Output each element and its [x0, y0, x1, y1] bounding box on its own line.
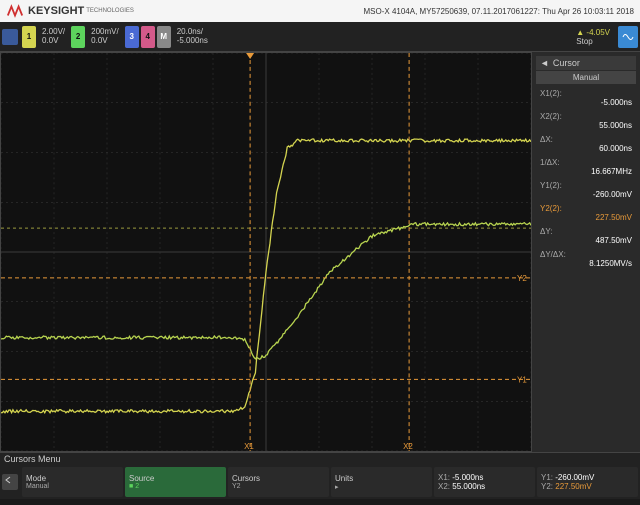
channel-bar: 1 2.00V/ 0.0V 2 200mV/ 0.0V 3 4 M 20.0ns…	[0, 22, 640, 52]
cursor-panel-title[interactable]: ◄ Cursor	[536, 56, 636, 70]
svg-text:X1: X1	[244, 442, 254, 451]
slope-row: ΔY/ΔX:8.1250MV/s	[536, 248, 636, 270]
units-arrow-icon: ▸	[335, 483, 428, 491]
mode-value: Manual	[26, 483, 119, 490]
back-icon[interactable]	[2, 474, 18, 490]
ch4-badge: 4	[141, 26, 155, 48]
cursor-panel: ◄ Cursor Manual X1(2):-5.000ns X2(2):55.…	[532, 52, 640, 452]
keysight-logo-icon	[6, 4, 24, 18]
timebase-delay: -5.000ns	[177, 37, 208, 46]
source-softkey[interactable]: Source ■ 2	[125, 467, 226, 497]
model: MSO-X 4104A,	[364, 7, 418, 16]
channel-4[interactable]: 4	[141, 24, 155, 50]
source-label: Source	[129, 474, 222, 483]
left-arrow-icon: ◄	[540, 58, 549, 68]
grid-overlay: X1 X2 Y1 Y2	[1, 53, 531, 451]
timebase[interactable]: M 20.0ns/ -5.000ns	[157, 24, 212, 50]
ch1-badge: 1	[22, 26, 36, 48]
cursor-mode-tab[interactable]: Manual	[536, 71, 636, 84]
trigger-level: -4.05V	[586, 28, 610, 37]
channel-1[interactable]: 1 2.00V/ 0.0V	[22, 24, 69, 50]
channel-2[interactable]: 2 200mV/ 0.0V	[71, 24, 123, 50]
units-label: Units	[335, 474, 428, 483]
trigger-block[interactable]: ▲ -4.05V Stop	[570, 28, 616, 46]
firmware: 07.11.2017061227:	[472, 7, 540, 16]
ch2-badge: 2	[71, 26, 85, 48]
x2-row: X2(2):55.000ns	[536, 110, 636, 132]
x1-row: X1(2):-5.000ns	[536, 87, 636, 109]
dy-row: ΔY:487.50mV	[536, 225, 636, 247]
serial: MY57250639,	[420, 7, 470, 16]
softkey-bar: Mode Manual Source ■ 2 Cursors Y2 Units …	[0, 465, 640, 499]
waveform-display[interactable]: X1 X2 Y1 Y2	[0, 52, 532, 452]
autoscale-button[interactable]	[618, 26, 638, 48]
cursors-value: Y2	[232, 483, 325, 490]
return-arrow-icon	[2, 474, 14, 486]
svg-text:X2: X2	[403, 442, 413, 451]
brand-sub: TECHNOLOGIES	[86, 8, 134, 14]
cursors-softkey[interactable]: Cursors Y2	[228, 467, 329, 497]
timebase-badge: M	[157, 26, 171, 48]
y-readout: Y1: -260.00mV Y2: 227.50mV	[537, 467, 638, 497]
svg-text:Y1: Y1	[517, 375, 527, 384]
svg-text:Y2: Y2	[517, 274, 527, 283]
cursor-title: Cursor	[553, 58, 580, 68]
x-readout: X1: -5.000ns X2: 55.000ns	[434, 467, 535, 497]
ch1-offset: 0.0V	[42, 37, 65, 46]
ch2-offset: 0.0V	[91, 37, 119, 46]
y1-row: Y1(2):-260.00mV	[536, 179, 636, 201]
ch3-badge: 3	[125, 26, 139, 48]
mode-softkey[interactable]: Mode Manual	[22, 467, 123, 497]
brand-header: KEYSIGHT TECHNOLOGIES MSO-X 4104A, MY572…	[0, 0, 640, 22]
run-status: Stop	[576, 37, 610, 46]
datetime: Thu Apr 26 10:03:11 2018	[542, 7, 634, 16]
y2-row: Y2(2):227.50mV	[536, 202, 636, 224]
cursors-label: Cursors	[232, 474, 325, 483]
dx-row: ΔX:60.000ns	[536, 133, 636, 155]
brand-name: KEYSIGHT	[28, 5, 84, 17]
units-softkey[interactable]: Units ▸	[331, 467, 432, 497]
invdx-row: 1/ΔX:16.667MHz	[536, 156, 636, 178]
mode-label: Mode	[26, 474, 119, 483]
channel-3[interactable]: 3	[125, 24, 139, 50]
menu-title: Cursors Menu	[0, 452, 640, 465]
device-info: MSO-X 4104A, MY57250639, 07.11.201706122…	[364, 7, 635, 16]
source-value: 2	[135, 483, 139, 490]
wave-icon	[622, 31, 634, 43]
main-area: X1 X2 Y1 Y2 ◄ Cursor Manual X1(2):-5.000ns …	[0, 52, 640, 452]
display-icon[interactable]	[2, 29, 18, 45]
